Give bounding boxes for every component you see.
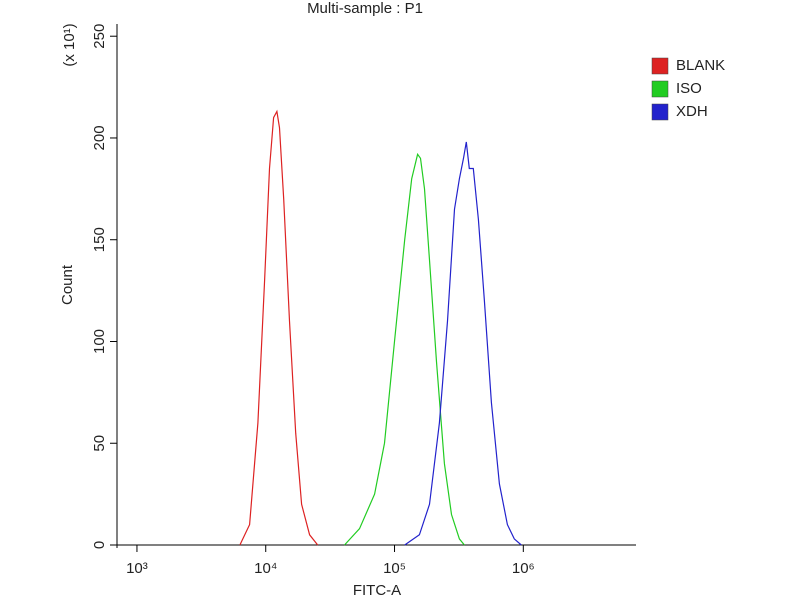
x-tick-label: 10⁵ (383, 560, 406, 577)
legend-label: XDH (676, 103, 708, 120)
legend-swatch (651, 103, 669, 121)
y-axis-label: Count (59, 264, 76, 305)
y-multiplier: (x 10¹) (61, 23, 78, 66)
x-tick-label: 10³ (126, 560, 148, 577)
y-tick-label: 150 (91, 227, 108, 252)
x-tick-label: 10⁶ (512, 560, 535, 577)
y-tick-label: 250 (91, 24, 108, 49)
y-tick-label: 0 (91, 541, 108, 549)
x-tick-label: 10⁴ (254, 560, 277, 577)
legend-swatch (651, 80, 669, 98)
y-tick-label: 100 (91, 329, 108, 354)
series-line (344, 152, 465, 546)
y-tick-label: 200 (91, 125, 108, 150)
legend-swatch (651, 57, 669, 75)
x-axis-label: FITC-A (353, 582, 401, 599)
series-line (404, 141, 522, 546)
chart-title: Multi-sample : P1 (307, 0, 423, 17)
legend-label: ISO (676, 80, 702, 97)
legend-label: BLANK (676, 57, 725, 74)
y-tick-label: 50 (91, 435, 108, 452)
series-line (239, 109, 319, 546)
